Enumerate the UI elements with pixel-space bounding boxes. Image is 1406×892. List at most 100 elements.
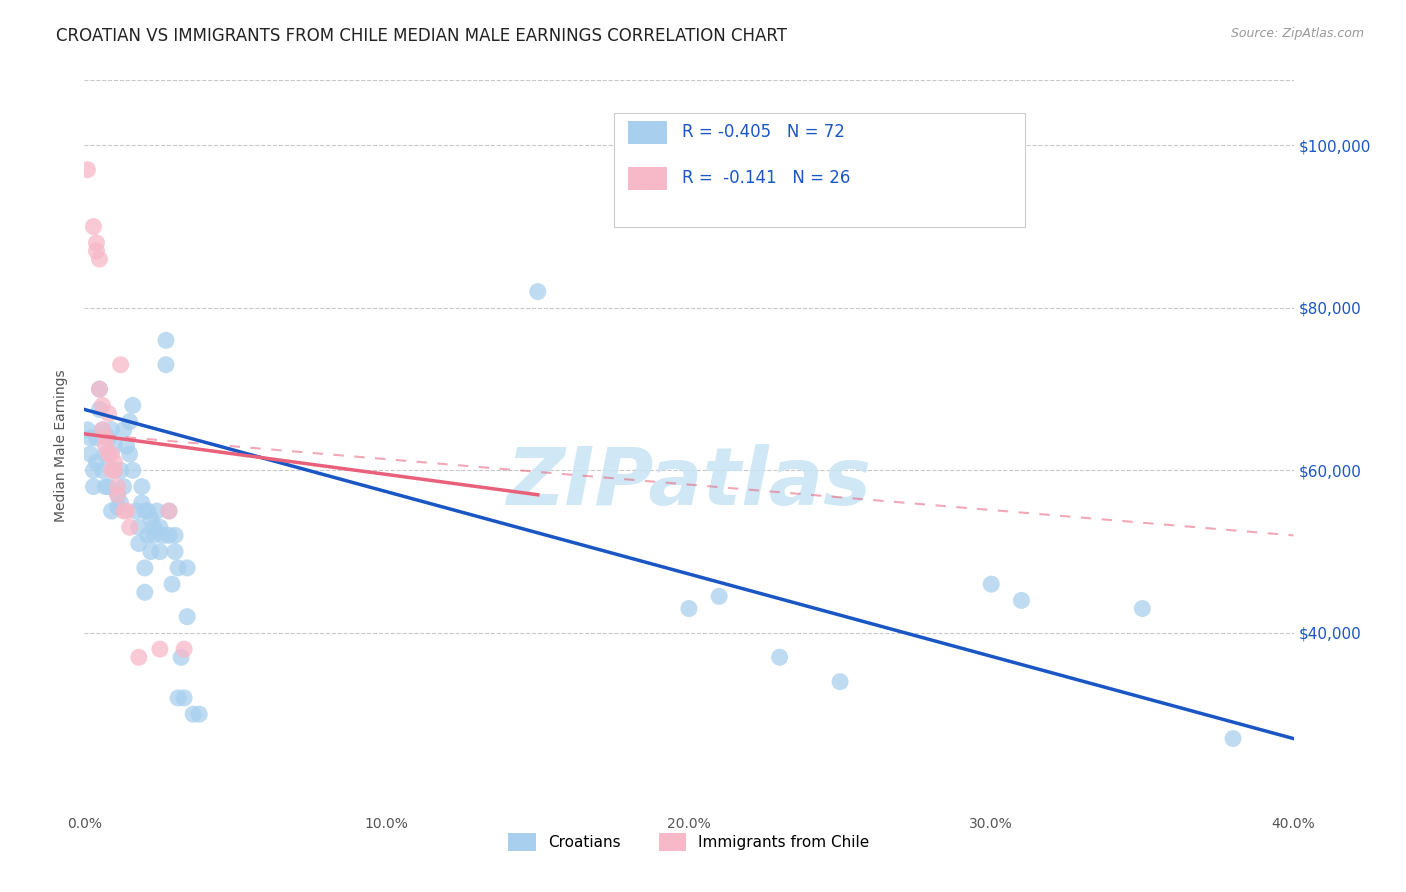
Point xyxy=(100,504,122,518)
Point xyxy=(165,544,187,558)
Point xyxy=(188,707,211,722)
Text: R =  -0.141   N = 26: R = -0.141 N = 26 xyxy=(682,169,851,187)
Point xyxy=(107,488,129,502)
Point xyxy=(1222,731,1244,746)
Point xyxy=(110,496,132,510)
Point xyxy=(82,480,104,494)
Point xyxy=(139,544,162,558)
Point xyxy=(121,398,143,412)
Point xyxy=(980,577,1002,591)
Point xyxy=(1130,601,1153,615)
Text: R = -0.405   N = 72: R = -0.405 N = 72 xyxy=(682,123,845,141)
Point xyxy=(118,415,141,429)
Y-axis label: Median Male Earnings: Median Male Earnings xyxy=(55,369,69,523)
Point xyxy=(142,520,165,534)
Point xyxy=(155,334,177,348)
Point xyxy=(131,496,153,510)
Bar xyxy=(628,120,668,144)
Point xyxy=(104,463,127,477)
FancyBboxPatch shape xyxy=(614,113,1025,227)
Point xyxy=(76,162,98,177)
Point xyxy=(86,431,108,445)
Point xyxy=(157,504,180,518)
Point xyxy=(769,650,792,665)
Point xyxy=(79,447,101,461)
Point xyxy=(146,504,169,518)
Point xyxy=(173,690,195,705)
Point xyxy=(112,423,135,437)
Point xyxy=(104,463,127,477)
Point xyxy=(149,642,172,657)
Point xyxy=(157,504,180,518)
Point xyxy=(112,504,135,518)
Point xyxy=(79,431,101,445)
Point xyxy=(97,407,120,421)
Point xyxy=(181,707,204,722)
Point xyxy=(89,252,111,266)
Point xyxy=(86,455,108,469)
Point xyxy=(678,601,700,615)
Point xyxy=(118,447,141,461)
Point xyxy=(830,674,852,689)
Point xyxy=(97,431,120,445)
Point xyxy=(160,577,183,591)
Point xyxy=(100,423,122,437)
Point xyxy=(134,504,156,518)
Point xyxy=(155,358,177,372)
Point xyxy=(134,585,156,599)
Point xyxy=(115,439,138,453)
Point xyxy=(709,590,731,604)
Point xyxy=(89,382,111,396)
Point xyxy=(100,463,122,477)
Point xyxy=(176,609,198,624)
Point xyxy=(110,463,132,477)
Point xyxy=(167,690,190,705)
Point xyxy=(1011,593,1033,607)
Point xyxy=(131,480,153,494)
Bar xyxy=(628,167,668,190)
Point xyxy=(527,285,550,299)
Point xyxy=(167,561,190,575)
Point xyxy=(115,504,138,518)
Point xyxy=(107,480,129,494)
Text: Source: ZipAtlas.com: Source: ZipAtlas.com xyxy=(1230,27,1364,40)
Point xyxy=(125,504,148,518)
Point xyxy=(152,528,174,542)
Point xyxy=(149,520,172,534)
Point xyxy=(170,650,193,665)
Point xyxy=(110,358,132,372)
Point xyxy=(94,431,117,445)
Point xyxy=(107,500,129,514)
Point xyxy=(97,447,120,461)
Point xyxy=(94,439,117,453)
Point xyxy=(86,244,108,258)
Point xyxy=(86,235,108,250)
Point xyxy=(176,561,198,575)
Text: ZIPatlas: ZIPatlas xyxy=(506,443,872,522)
Point xyxy=(128,520,150,534)
Point xyxy=(173,642,195,657)
Point xyxy=(142,528,165,542)
Legend: Croatians, Immigrants from Chile: Croatians, Immigrants from Chile xyxy=(501,825,877,859)
Point xyxy=(97,480,120,494)
Point xyxy=(91,423,114,437)
Point xyxy=(89,382,111,396)
Point xyxy=(121,463,143,477)
Point xyxy=(112,480,135,494)
Point xyxy=(107,488,129,502)
Point xyxy=(128,536,150,550)
Point xyxy=(136,504,159,518)
Point xyxy=(104,455,127,469)
Point xyxy=(128,650,150,665)
Point xyxy=(76,423,98,437)
Point xyxy=(89,402,111,417)
Point xyxy=(139,512,162,526)
Point xyxy=(118,520,141,534)
Point xyxy=(157,528,180,542)
Point xyxy=(149,544,172,558)
Point xyxy=(82,463,104,477)
Point xyxy=(136,528,159,542)
Point xyxy=(134,561,156,575)
Point xyxy=(94,447,117,461)
Text: CROATIAN VS IMMIGRANTS FROM CHILE MEDIAN MALE EARNINGS CORRELATION CHART: CROATIAN VS IMMIGRANTS FROM CHILE MEDIAN… xyxy=(56,27,787,45)
